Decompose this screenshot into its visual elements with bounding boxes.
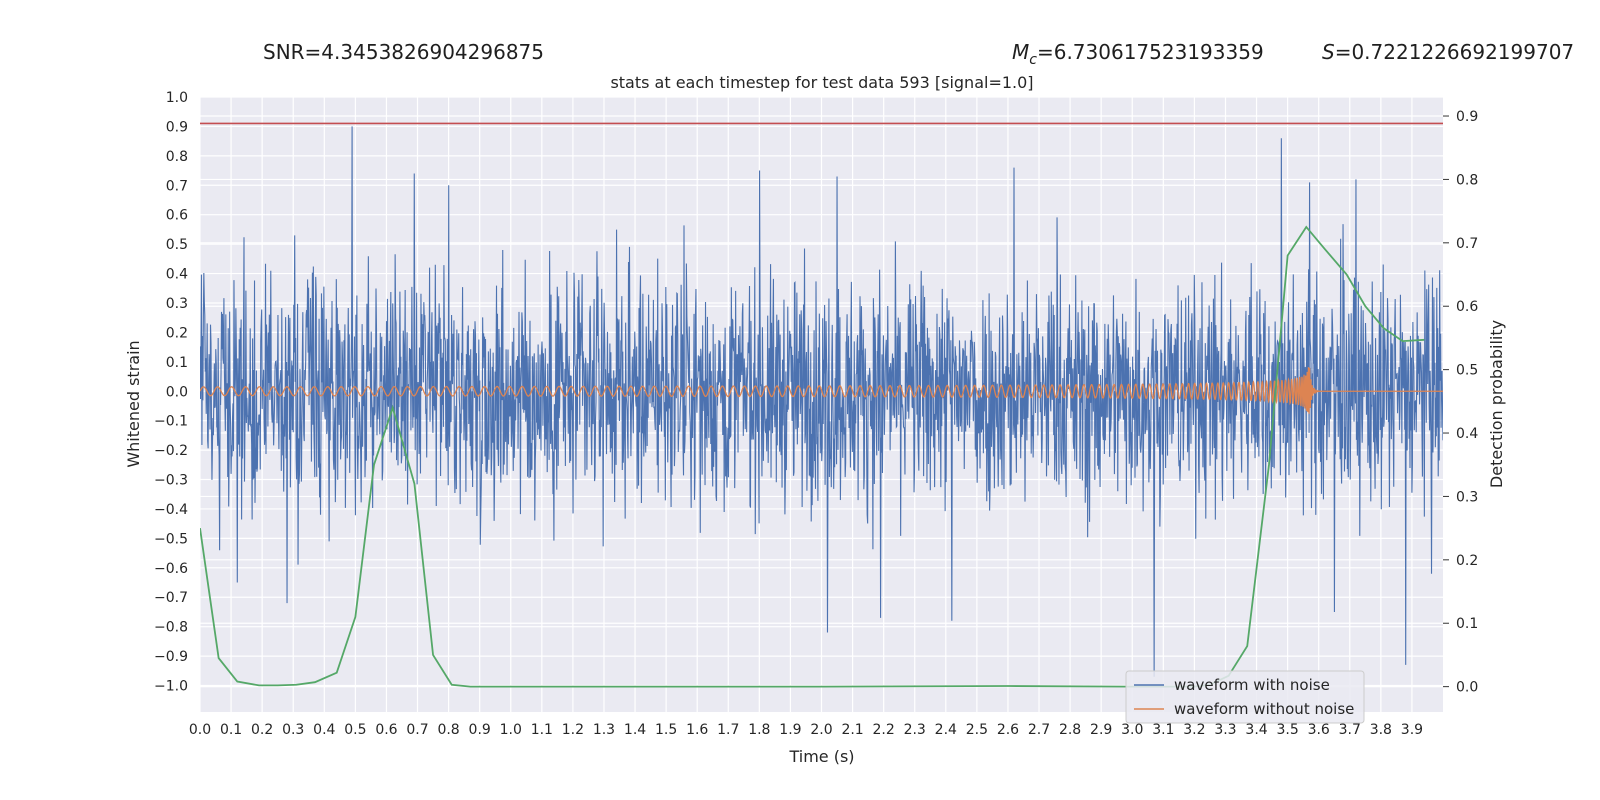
x-tick-label: 3.4	[1245, 722, 1267, 738]
x-tick-label: 3.2	[1183, 722, 1205, 738]
y-tick-label: 0.3	[166, 296, 188, 312]
chirp-mass-symbol: M	[1012, 40, 1030, 64]
legend-label-clean: waveform without noise	[1174, 700, 1354, 718]
chirp-mass-value: =6.730617523193359	[1036, 40, 1264, 64]
x-tick-label: 2.2	[873, 722, 895, 738]
y2-tick-label: 0.5	[1456, 363, 1478, 379]
x-tick-label: 0.3	[282, 722, 304, 738]
x-axis-label: Time (s)	[788, 747, 854, 766]
x-tick-label: 0.4	[313, 722, 335, 738]
x-tick-label: 3.5	[1276, 722, 1298, 738]
x-tick-label: 2.9	[1090, 722, 1112, 738]
x-tick-label: 0.0	[189, 722, 211, 738]
chirp-mass-subscript: c	[1029, 52, 1037, 68]
legend: waveform with noise waveform without noi…	[1125, 670, 1365, 724]
x-tick-label: 0.9	[469, 722, 491, 738]
y2-tick-label: 0.8	[1456, 172, 1478, 188]
x-tick-label: 0.6	[375, 722, 397, 738]
y-tick-label: 0.5	[166, 237, 188, 253]
y2-tick-label: 0.0	[1456, 680, 1478, 696]
y-tick-label: 0.9	[166, 119, 188, 135]
y-tick-label: 1.0	[166, 90, 188, 106]
legend-box	[1125, 670, 1365, 724]
y-tick-label: −1.0	[154, 679, 188, 695]
snr-header: SNR=4.3453826904296875	[263, 40, 544, 64]
series-waveform-without-noise	[200, 367, 1443, 414]
y-tick-label: −0.2	[154, 443, 188, 459]
x-tick-label: 1.9	[779, 722, 801, 738]
x-tick-label: 1.0	[500, 722, 522, 738]
grid-lines	[199, 96, 1443, 712]
y-tick-label: 0.7	[166, 178, 188, 194]
y2-tick-label: 0.2	[1456, 553, 1478, 569]
chart-title: stats at each timestep for test data 593…	[610, 73, 1033, 92]
y2-tick-label: 0.1	[1456, 616, 1478, 632]
x-tick-label: 2.6	[997, 722, 1019, 738]
y-tick-label: −0.4	[154, 502, 188, 518]
y-tick-label: 0.1	[166, 355, 188, 371]
x-tick-label: 3.7	[1339, 722, 1361, 738]
y-tick-label: 0.2	[166, 325, 188, 341]
x-tick-label: 0.5	[344, 722, 366, 738]
y-axis-label: Whitened strain	[124, 340, 143, 467]
x-tick-label: 3.1	[1152, 722, 1174, 738]
spin-value: =0.7221226692199707	[1334, 40, 1575, 64]
x-tick-label: 2.0	[810, 722, 832, 738]
x-tick-label: 2.3	[904, 722, 926, 738]
legend-label-noise: waveform with noise	[1174, 676, 1330, 694]
chirp-mass-header: Mc=6.730617523193359	[1012, 40, 1264, 68]
x-tick-label: 1.1	[531, 722, 553, 738]
x-tick-label: 1.4	[624, 722, 646, 738]
x-tick-label: 0.1	[220, 722, 242, 738]
x-tick-label: 1.8	[748, 722, 770, 738]
x-tick-label: 3.8	[1370, 722, 1392, 738]
y-tick-label: −0.9	[154, 649, 188, 665]
y-tick-label: −0.8	[154, 620, 188, 636]
y-tick-label: −0.6	[154, 561, 188, 577]
spin-header: S=0.7221226692199707	[1322, 40, 1574, 64]
x-tick-label: 1.6	[686, 722, 708, 738]
x-tick-label: 2.4	[935, 722, 957, 738]
spin-symbol: S	[1322, 40, 1335, 64]
y2-tick-label: 0.7	[1456, 236, 1478, 252]
axis-ticks: 0.0 0.1 0.2 0.3 0.4 0.5 0.6 0.7 0.8 0.9 1.0 1.1 1.2 1…	[154, 90, 1478, 738]
y2-tick-label: 0.4	[1456, 426, 1478, 442]
y-tick-label: −0.1	[154, 414, 188, 430]
y-tick-label: −0.7	[154, 590, 188, 606]
y2-axis-label: Detection probability	[1487, 320, 1506, 488]
y-tick-label: −0.5	[154, 531, 188, 547]
x-tick-label: 3.3	[1214, 722, 1236, 738]
x-tick-label: 3.6	[1308, 722, 1330, 738]
x-tick-label: 2.7	[1028, 722, 1050, 738]
y-tick-label: 0.8	[166, 149, 188, 165]
y-tick-label: 0.4	[166, 267, 188, 283]
x-tick-label: 1.5	[655, 722, 677, 738]
x-tick-label: 3.9	[1401, 722, 1423, 738]
series-detection-probability	[200, 225, 1425, 688]
x-tick-label: 0.7	[406, 722, 428, 738]
x-tick-label: 1.7	[717, 722, 739, 738]
y-tick-label: −0.3	[154, 473, 188, 489]
x-tick-label: 0.8	[437, 722, 459, 738]
series-waveform-with-noise	[200, 126, 1443, 677]
x-tick-label: 0.2	[251, 722, 273, 738]
y2-tick-label: 0.6	[1456, 299, 1478, 315]
x-tick-label: 1.3	[593, 722, 615, 738]
y-tick-label: 0.6	[166, 208, 188, 224]
x-tick-label: 2.1	[841, 722, 863, 738]
x-tick-label: 2.5	[966, 722, 988, 738]
y-tick-label: 0.0	[166, 384, 188, 400]
x-tick-label: 1.2	[562, 722, 584, 738]
y2-tick-label: 0.3	[1456, 489, 1478, 505]
x-tick-label: 3.0	[1121, 722, 1143, 738]
plot-series	[200, 122, 1443, 688]
x-tick-label: 2.8	[1059, 722, 1081, 738]
y2-tick-label: 0.9	[1456, 109, 1478, 125]
